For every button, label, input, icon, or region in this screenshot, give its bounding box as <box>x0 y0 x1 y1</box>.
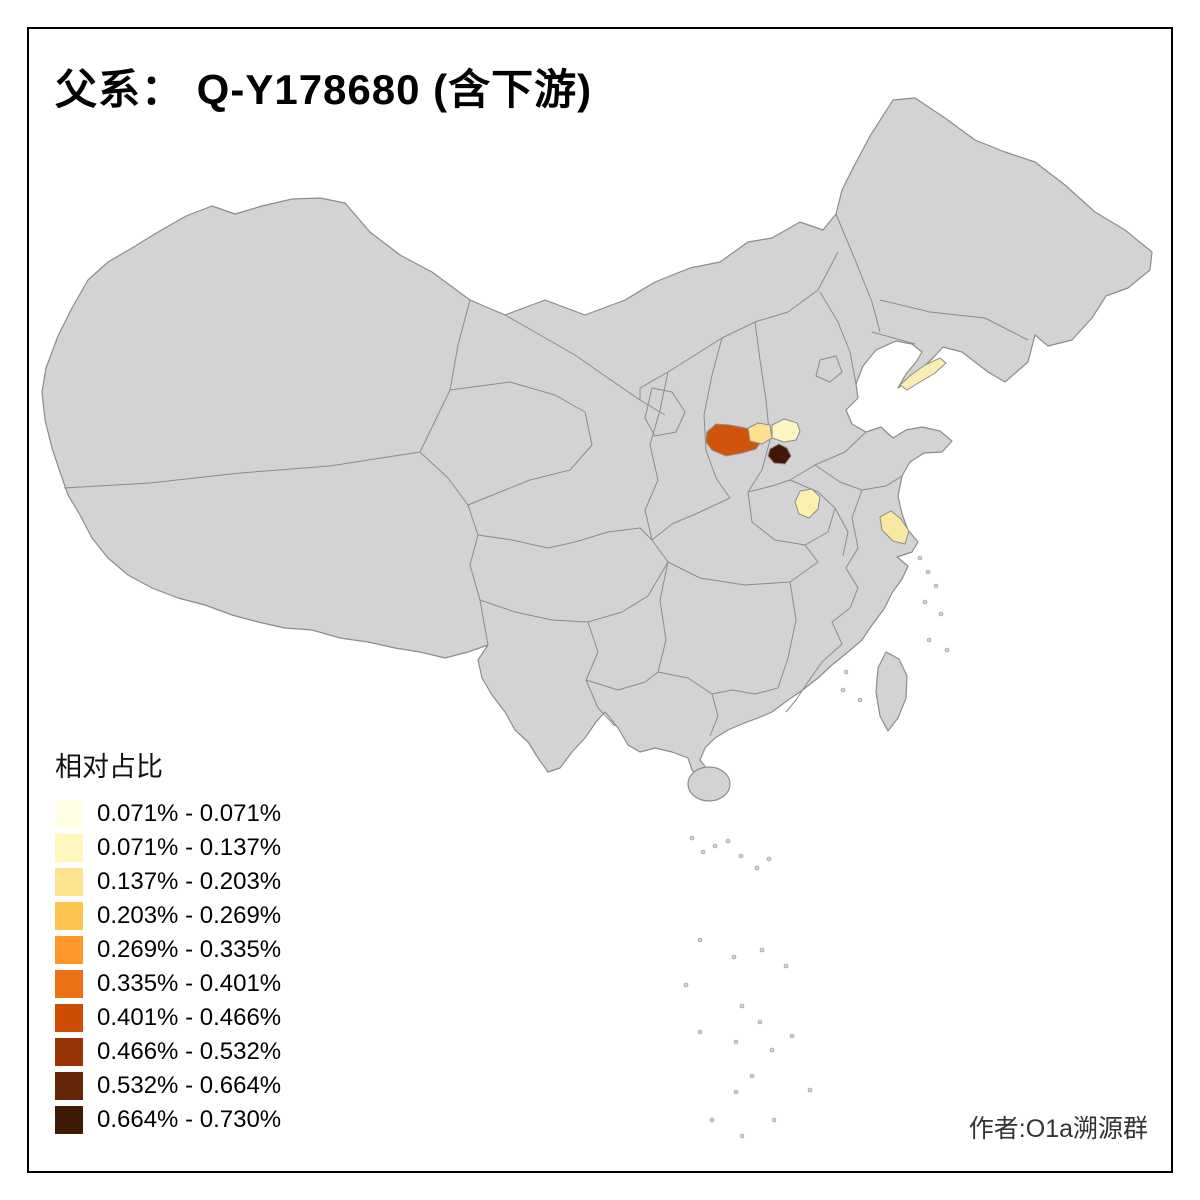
legend-item: 0.401% - 0.466% <box>55 1004 281 1032</box>
legend: 相对占比 0.071% - 0.071% 0.071% - 0.137% 0.137… <box>55 745 281 1140</box>
legend-swatch <box>55 868 83 896</box>
map-region-4 <box>771 418 801 443</box>
china-mainland-shape <box>41 97 1153 779</box>
province-borders-south <box>477 527 851 737</box>
map-region-7 <box>879 510 910 545</box>
hainan-island-shape <box>687 766 731 802</box>
province-borders-north <box>639 213 1029 541</box>
legend-swatch <box>55 1106 83 1134</box>
legend-swatch <box>55 970 83 998</box>
legend-item: 0.071% - 0.071% <box>55 800 281 828</box>
map-region-5 <box>899 357 947 391</box>
legend-label: 0.401% - 0.466% <box>97 1004 282 1031</box>
legend-label: 0.466% - 0.532% <box>97 1038 282 1065</box>
legend-items: 0.071% - 0.071% 0.071% - 0.137% 0.137% - 0… <box>55 800 281 1134</box>
legend-item: 0.203% - 0.269% <box>55 902 281 930</box>
legend-label: 0.071% - 0.071% <box>97 800 282 827</box>
highlight-regions <box>705 357 947 545</box>
legend-swatch <box>55 1072 83 1100</box>
map-title: 父系： Q-Y178680 (含下游) <box>55 66 593 113</box>
legend-swatch <box>55 936 83 964</box>
legend-label: 0.269% - 0.335% <box>97 936 282 963</box>
legend-swatch <box>55 1038 83 1066</box>
legend-item: 0.466% - 0.532% <box>55 1038 281 1066</box>
map-region-2 <box>767 443 792 465</box>
legend-item: 0.269% - 0.335% <box>55 936 281 964</box>
legend-item: 0.137% - 0.203% <box>55 868 281 896</box>
island-specks <box>683 555 950 1139</box>
taiwan-island-shape <box>875 651 908 732</box>
legend-title: 相对占比 <box>55 752 163 782</box>
legend-item: 0.532% - 0.664% <box>55 1072 281 1100</box>
author-credit: 作者:O1a溯源群 <box>968 1115 1148 1143</box>
legend-swatch <box>55 902 83 930</box>
map-region-6 <box>794 488 821 519</box>
legend-label: 0.664% - 0.730% <box>97 1106 282 1133</box>
legend-item: 0.071% - 0.137% <box>55 834 281 862</box>
legend-swatch <box>55 800 83 828</box>
map-region-1 <box>705 423 763 457</box>
legend-label: 0.137% - 0.203% <box>97 868 282 895</box>
legend-swatch <box>55 1004 83 1032</box>
legend-label: 0.532% - 0.664% <box>97 1072 282 1099</box>
legend-label: 0.335% - 0.401% <box>97 970 282 997</box>
legend-swatch <box>55 834 83 862</box>
legend-label: 0.071% - 0.137% <box>97 834 282 861</box>
legend-item: 0.335% - 0.401% <box>55 970 281 998</box>
province-borders-east <box>651 431 903 609</box>
legend-label: 0.203% - 0.269% <box>97 902 282 929</box>
legend-item: 0.664% - 0.730% <box>55 1106 281 1134</box>
